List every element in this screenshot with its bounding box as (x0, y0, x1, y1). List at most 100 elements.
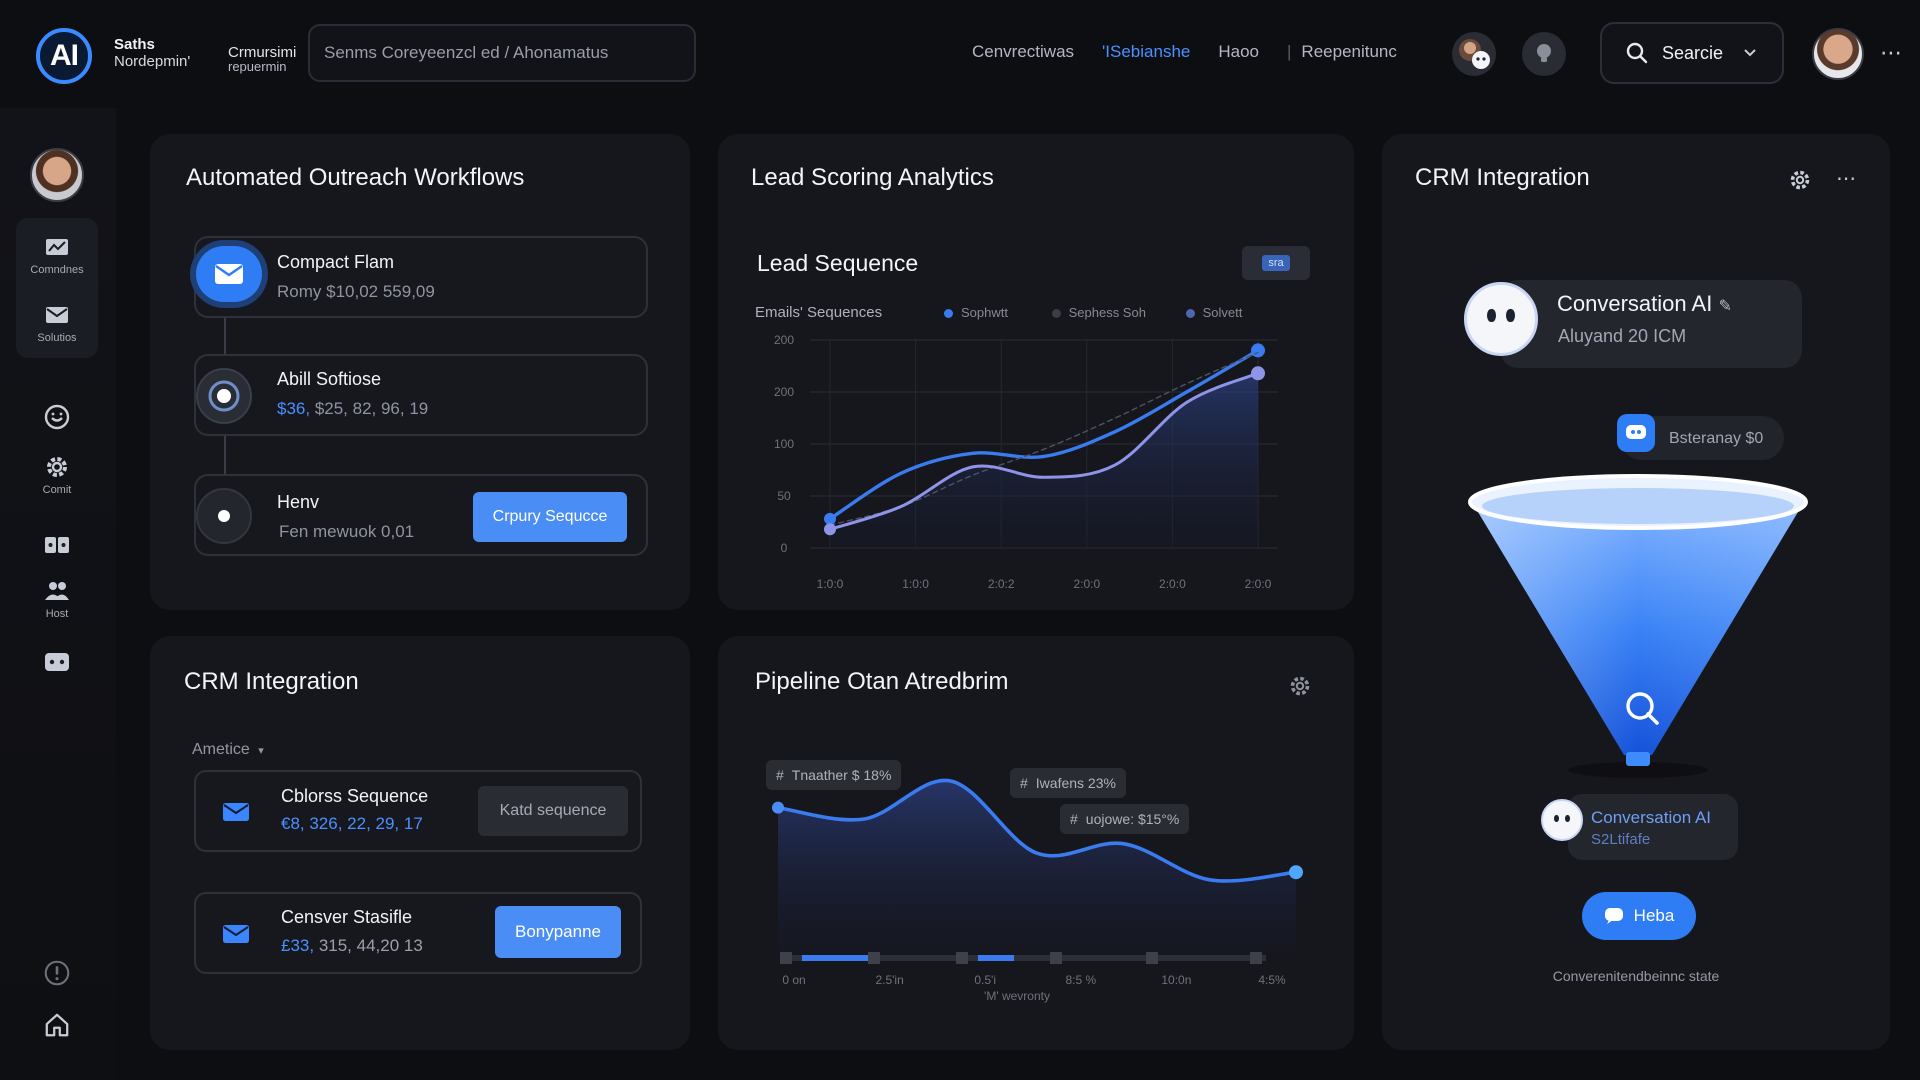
more-options-icon[interactable]: ⋯ (1836, 168, 1858, 190)
sidebar-item-comndnes[interactable]: Comndnes (16, 234, 98, 276)
y-tick-label: 0 (781, 541, 788, 555)
pipeline-title: Pipeline Otan Atredbrim (755, 668, 1009, 695)
tooltip-1-text: Tnaather $ 18% (791, 767, 892, 783)
x-axis-label: 'M'nolors (1020, 593, 1067, 594)
sidebar-item-label: Comit (42, 484, 72, 496)
filter-dropdown[interactable]: Ametice ▾ (192, 741, 264, 759)
y-tick-label: 100 (774, 437, 794, 451)
x-tick-label: 2.5'in (875, 973, 903, 987)
search-label: Searcie (1662, 42, 1724, 63)
workflow-item-2[interactable] (194, 354, 648, 436)
workflow-title-3: Henv (277, 492, 320, 512)
series-line-1 (828, 348, 1260, 521)
chatbot-face-small-icon (1541, 799, 1583, 841)
company-button[interactable]: Bonypanne (495, 906, 621, 958)
smile-icon (44, 404, 70, 430)
series-area (830, 373, 1258, 548)
brand-line-2: Nordepmin' (114, 53, 191, 70)
workflow-sub-1: Romy $10,02 559,09 (277, 282, 435, 301)
gear-icon[interactable] (1288, 674, 1312, 703)
conversation-ai-card[interactable] (1500, 280, 1802, 368)
sidebar-item-home[interactable] (16, 1012, 98, 1038)
breadcrumb-text: Senms Coreyeenzcl ed / Ahonamatus (324, 43, 609, 62)
help-button-label: Heba (1633, 906, 1675, 925)
katd-sequence-button[interactable]: Katd sequence (478, 786, 628, 836)
scrubber-handle (956, 952, 968, 964)
app-logo[interactable]: AI (36, 28, 92, 84)
legend-label-3: Solvett (1202, 305, 1243, 320)
y-tick-label: 50 (777, 489, 791, 503)
series-line-3 (828, 371, 1260, 531)
x-tick-label: 1:0:0 (817, 577, 844, 591)
x-tick-label: 2:0:0 (1159, 577, 1186, 591)
workflow-title-2: Abill Softiose (277, 369, 382, 389)
pipeline-line (776, 778, 1298, 883)
book-icon (44, 532, 70, 558)
help-button[interactable]: Heba (1582, 892, 1696, 940)
sidebar-avatar[interactable] (30, 148, 84, 202)
more-options-icon[interactable]: ⋯ (1880, 40, 1904, 65)
sidebar: Comndnes Solutios Comit Host (0, 108, 116, 1080)
chat-avatar-icon[interactable] (1452, 32, 1496, 76)
nav-link-4[interactable]: Reepenitunc (1301, 42, 1397, 61)
brand-sub-1: Crmursimi (228, 44, 297, 61)
sidebar-item-label: Solutios (37, 332, 77, 344)
nav-separator: | (1287, 42, 1292, 61)
sidebar-item-smile[interactable] (16, 404, 98, 430)
lead-badge-box[interactable]: sra (1242, 246, 1310, 280)
message-icon (44, 650, 70, 676)
brand-line-1: Saths (114, 36, 155, 53)
tooltip-2-text: Iwafens 23% (1035, 775, 1116, 791)
workflow-item-1[interactable] (194, 236, 648, 318)
lead-title: Lead Scoring Analytics (751, 164, 994, 191)
y-tick-label: 200 (774, 385, 794, 399)
sidebar-item-book[interactable] (16, 532, 98, 558)
edit-icon[interactable]: ✎ (1718, 298, 1732, 315)
crm-right-title: CRM Integration (1415, 164, 1590, 191)
series-point (1251, 343, 1265, 358)
dot-node (196, 488, 252, 544)
tooltip-1: # Tnaather $ 18% (766, 760, 902, 790)
user-avatar[interactable] (1812, 28, 1864, 80)
sidebar-item-alert[interactable] (16, 960, 98, 986)
hash-icon: # (776, 767, 784, 783)
copy-sequence-button[interactable]: Crpury Sequcce (473, 492, 627, 542)
notification-icon[interactable] (1522, 32, 1566, 76)
gear-icon (44, 454, 70, 480)
breadcrumb-search[interactable]: Senms Coreyeenzcl ed / Ahonamatus (308, 24, 696, 82)
x-tick-label: 10:0n (1161, 973, 1191, 987)
hash-icon: # (1020, 775, 1028, 791)
crm-item-value-1: €8, 326, 22, 29, 17 (281, 814, 423, 833)
sidebar-item-message[interactable] (16, 650, 98, 676)
x-tick-label: 0 on (782, 973, 805, 987)
target-icon (208, 380, 240, 412)
gear-icon[interactable] (1788, 168, 1812, 197)
conversation-ai-title: Conversation AI ✎ (1557, 291, 1732, 317)
conversation-ai-mini-card[interactable] (1568, 794, 1738, 860)
pipeline-point-end (1289, 865, 1303, 880)
home-icon (44, 1012, 70, 1038)
chevron-down-icon: ▾ (258, 745, 264, 757)
x-tick-label: 2:0:2 (988, 577, 1015, 591)
hash-icon: # (1070, 811, 1078, 827)
search-icon (1626, 692, 1654, 720)
tag-label: Bsteranay $0 (1669, 430, 1764, 447)
crm-item-title-1: Cblorss Sequence (281, 786, 429, 806)
crm-item-value-rest: 315, 44,20 13 (314, 936, 423, 955)
sidebar-item-solutios[interactable]: Solutios (16, 302, 98, 344)
alert-icon (44, 960, 70, 986)
workflow-title-1: Compact Flam (277, 252, 395, 272)
conv-title-text: Conversation AI (1557, 291, 1713, 316)
nav-link-1[interactable]: Cenvrectiwas (972, 42, 1075, 61)
sidebar-item-comit[interactable]: Comit (16, 454, 98, 496)
sidebar-item-host[interactable]: Host (16, 578, 98, 620)
legend-dot-3 (1185, 309, 1195, 319)
users-icon (44, 578, 70, 604)
nav-link-3[interactable]: Haoo (1218, 42, 1259, 61)
dot-icon (218, 510, 230, 522)
nav-link-2[interactable]: 'ISebianshe (1102, 42, 1191, 61)
search-button[interactable]: Searcie (1600, 22, 1784, 84)
top-bar: AI Saths Nordepmin' Crmursimi repuermin … (0, 0, 1920, 108)
series-point (1251, 366, 1265, 381)
chat-tag-icon (1617, 414, 1655, 452)
